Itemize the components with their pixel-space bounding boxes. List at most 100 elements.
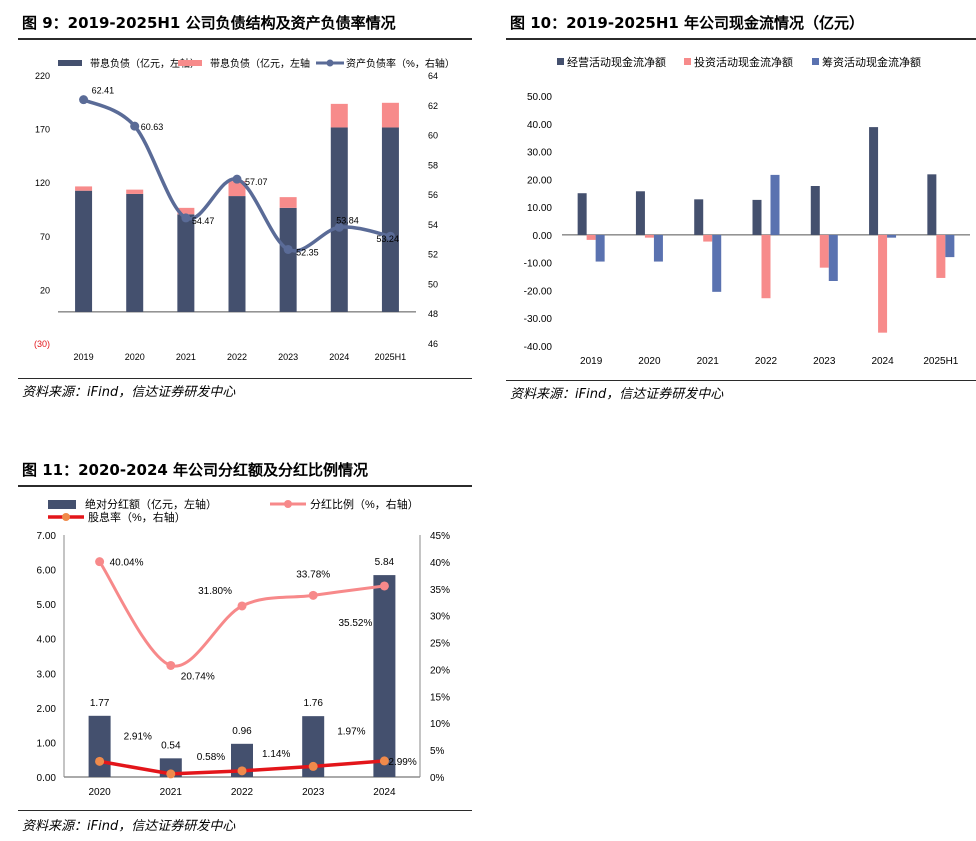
fig9-x-label: 2022 xyxy=(227,352,247,362)
fig9-bar-interest-debt xyxy=(330,127,348,312)
fig10-bar-3 xyxy=(770,174,780,235)
fig10-legend-3: 筹资活动现金流净额 xyxy=(822,55,921,69)
fig10-y-tick: 0.00 xyxy=(533,231,553,242)
fig9-x-label: 2025H1 xyxy=(375,352,407,362)
fig10-source-rule xyxy=(506,380,976,381)
fig11-bar-dividend xyxy=(302,716,325,777)
fig9-debt-ratio-label: 60.63 xyxy=(141,122,164,132)
fig11-yield-label: 2.91% xyxy=(124,731,152,742)
fig10-x-label: 2025H1 xyxy=(923,356,958,367)
fig11-bar-label: 1.76 xyxy=(303,698,323,709)
fig11-legend-marker-2 xyxy=(284,500,292,508)
fig10-bar-3 xyxy=(945,234,955,258)
fig9-legend: 带息负债（亿元，左轴） 带息负债（亿元，左轴 资产负债率（%，右轴） xyxy=(58,57,455,70)
fig11-left-tick: 0.00 xyxy=(37,773,57,784)
fig9-right-tick: 46 xyxy=(428,339,438,349)
fig11-right-tick: 0% xyxy=(430,773,445,784)
fig11-right-tick: 30% xyxy=(430,612,450,623)
fig10-legend-2: 投资活动现金流净额 xyxy=(694,55,793,69)
fig11-yield-label: 2.99% xyxy=(388,757,416,768)
fig9-debt-ratio-point xyxy=(232,174,242,184)
fig9-bar-interest-debt xyxy=(381,127,399,312)
fig9-left-tick: 120 xyxy=(35,178,50,188)
fig11-bar-label: 5.84 xyxy=(375,557,395,568)
fig11-right-tick: 45% xyxy=(430,531,450,542)
fig9-panel: 图 9：2019-2025H1 公司负债结构及资产负债率情况 带息负债（亿元，左… xyxy=(0,0,472,400)
fig9-right-tick: 56 xyxy=(428,190,438,200)
fig11-title: 图 11：2020-2024 年公司分红额及分红比例情况 xyxy=(22,461,369,479)
fig9-bar-interest-debt-top xyxy=(177,207,195,215)
fig11-payout-ratio-label: 20.74% xyxy=(181,671,215,682)
fig9-legend-3: 资产负债率（%，右轴） xyxy=(346,57,455,70)
fig11-legend-swatch-1 xyxy=(48,500,76,509)
fig10-x-label: 2019 xyxy=(580,356,603,367)
fig11-payout-ratio-label: 31.80% xyxy=(198,586,232,597)
fig9-bar-interest-debt xyxy=(75,190,93,312)
fig10-bar-3 xyxy=(595,234,605,262)
fig10-y-tick: 10.00 xyxy=(527,203,552,214)
fig10-chart: 经营活动现金流净额 投资活动现金流净额 筹资活动现金流净额 50.00 40.00… xyxy=(524,55,970,367)
fig9-debt-ratio-label: 53.24 xyxy=(376,234,399,244)
fig11-x-label: 2021 xyxy=(160,787,183,798)
fig9-bar-interest-debt-top xyxy=(126,189,144,194)
fig9-legend-marker-3 xyxy=(326,59,334,67)
fig11-left-tick: 7.00 xyxy=(37,531,57,542)
fig9-bar-interest-debt xyxy=(228,196,246,312)
fig9-left-tick: (30) xyxy=(34,339,50,349)
fig11-right-tick: 40% xyxy=(430,558,450,569)
fig10-x-label: 2021 xyxy=(697,356,720,367)
fig10-legend-swatch-3 xyxy=(812,58,819,65)
fig9-debt-ratio-point xyxy=(181,213,191,223)
fig9-bar-interest-debt-top xyxy=(228,181,246,197)
fig9-right-tick: 52 xyxy=(428,250,438,260)
fig10-bar-2 xyxy=(936,234,946,278)
fig10-y-tick: -40.00 xyxy=(524,342,553,353)
fig11-yield-label: 1.97% xyxy=(337,726,365,737)
fig10-bar-3 xyxy=(828,234,838,281)
fig9-title: 图 9：2019-2025H1 公司负债结构及资产负债率情况 xyxy=(22,14,396,32)
fig11-right-tick: 20% xyxy=(430,665,450,676)
fig11-x-label: 2023 xyxy=(302,787,325,798)
fig11-x-label: 2022 xyxy=(231,787,254,798)
fig9-legend-1: 带息负债（亿元，左轴） xyxy=(90,57,200,70)
fig11-bar-label: 1.77 xyxy=(90,698,110,709)
fig11-bar-dividend xyxy=(231,743,253,777)
fig10-bar-1 xyxy=(869,127,879,235)
fig11-legend-1: 绝对分红额（亿元，左轴） xyxy=(85,497,217,511)
fig9-chart: 带息负债（亿元，左轴） 带息负债（亿元，左轴 资产负债率（%，右轴） 220 17… xyxy=(34,57,455,362)
fig9-right-tick: 60 xyxy=(428,131,438,141)
fig9-debt-ratio-point xyxy=(130,121,140,131)
fig9-x-label: 2020 xyxy=(125,352,145,362)
fig10-bar-1 xyxy=(694,199,704,235)
fig11-payout-ratio-point xyxy=(166,660,176,670)
fig11-payout-ratio-label: 40.04% xyxy=(110,558,144,569)
fig9-debt-ratio-point xyxy=(283,244,293,254)
fig11-bar-dividend xyxy=(373,575,396,777)
fig10-bar-1 xyxy=(927,174,937,235)
fig9-debt-ratio-label: 52.35 xyxy=(296,247,319,257)
fig9-debt-ratio-label: 62.41 xyxy=(92,86,115,96)
fig11-left-tick: 6.00 xyxy=(37,566,57,577)
fig11-payout-ratio-label: 35.52% xyxy=(338,618,372,629)
fig10-y-tick: -20.00 xyxy=(524,286,553,297)
fig9-debt-ratio-label: 57.07 xyxy=(245,177,268,187)
fig10-legend: 经营活动现金流净额 投资活动现金流净额 筹资活动现金流净额 xyxy=(557,55,921,69)
fig9-legend-2: 带息负债（亿元，左轴 xyxy=(210,57,310,70)
fig9-right-tick: 50 xyxy=(428,279,438,289)
fig11-left-tick: 2.00 xyxy=(37,704,57,715)
fig9-right-tick: 48 xyxy=(428,309,438,319)
fig9-debt-ratio-point xyxy=(334,222,344,232)
fig9-left-tick: 20 xyxy=(40,285,50,295)
fig10-bar-1 xyxy=(752,199,762,235)
fig10-bar-3 xyxy=(887,234,897,238)
fig9-legend-swatch-2 xyxy=(178,60,202,66)
fig9-legend-swatch-1 xyxy=(58,60,82,66)
fig11-payout-ratio-point xyxy=(379,581,389,591)
fig10-y-tick: -30.00 xyxy=(524,314,553,325)
fig11-title-rule xyxy=(18,485,472,487)
fig11-yield-point xyxy=(166,769,176,779)
fig11-yield-label: 1.14% xyxy=(262,749,290,760)
fig9-debt-ratio-label: 53.84 xyxy=(336,215,359,225)
fig10-y-tick: 40.00 xyxy=(527,120,552,131)
fig10-x-label: 2022 xyxy=(755,356,778,367)
